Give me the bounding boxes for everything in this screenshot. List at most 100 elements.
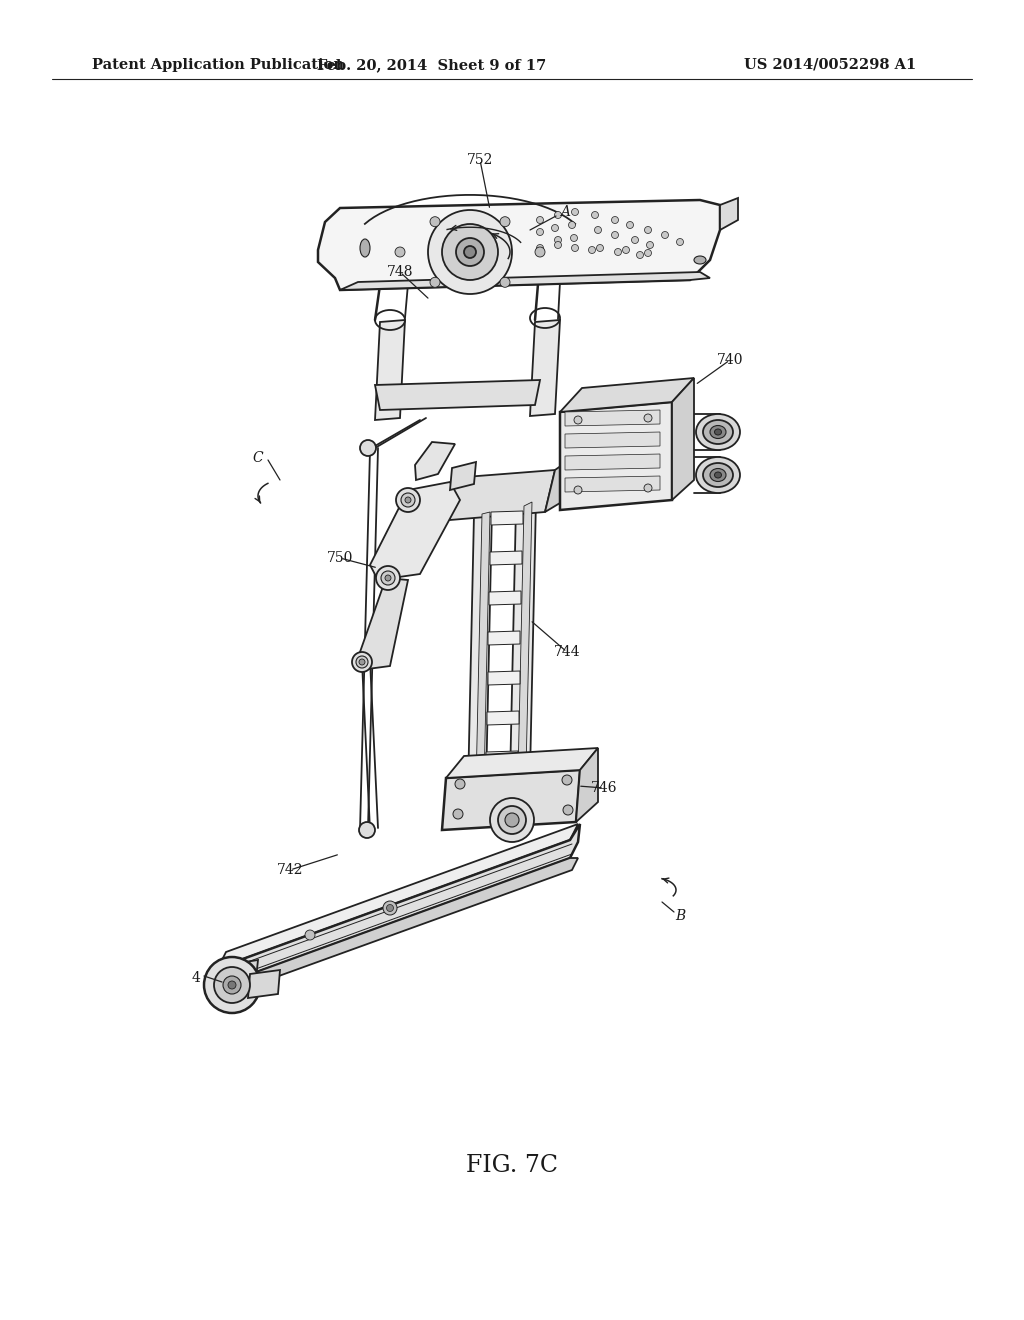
Circle shape [644, 227, 651, 234]
Polygon shape [415, 442, 455, 480]
Polygon shape [560, 403, 672, 510]
Circle shape [677, 239, 683, 246]
Circle shape [552, 224, 558, 231]
Polygon shape [488, 671, 520, 685]
Polygon shape [488, 631, 520, 645]
Circle shape [592, 211, 598, 219]
Polygon shape [545, 458, 572, 512]
Circle shape [428, 210, 512, 294]
Circle shape [359, 659, 365, 665]
Polygon shape [720, 198, 738, 230]
Text: 748: 748 [387, 265, 414, 279]
Polygon shape [672, 378, 694, 500]
Text: 742: 742 [276, 863, 303, 876]
Circle shape [637, 252, 643, 259]
Polygon shape [218, 824, 578, 968]
Ellipse shape [703, 463, 733, 487]
Circle shape [383, 902, 397, 915]
Circle shape [359, 822, 375, 838]
Polygon shape [530, 319, 560, 416]
Circle shape [662, 231, 669, 239]
Circle shape [356, 656, 368, 668]
Circle shape [589, 247, 596, 253]
Text: FIG. 7C: FIG. 7C [466, 1154, 558, 1176]
Circle shape [381, 572, 395, 585]
Polygon shape [442, 770, 580, 830]
Ellipse shape [715, 473, 722, 478]
Circle shape [623, 247, 630, 253]
Ellipse shape [710, 425, 726, 438]
Circle shape [555, 211, 561, 219]
Polygon shape [446, 748, 598, 777]
Text: 740: 740 [717, 352, 743, 367]
Circle shape [500, 216, 510, 227]
Polygon shape [375, 380, 540, 411]
Text: Patent Application Publication: Patent Application Publication [92, 58, 344, 73]
Circle shape [644, 484, 652, 492]
Circle shape [386, 904, 393, 912]
Polygon shape [476, 512, 490, 785]
Ellipse shape [696, 457, 740, 492]
Circle shape [571, 209, 579, 215]
Circle shape [571, 244, 579, 252]
Polygon shape [565, 432, 660, 447]
Polygon shape [450, 462, 476, 490]
Circle shape [537, 244, 544, 252]
Polygon shape [210, 960, 258, 995]
Circle shape [498, 807, 526, 834]
Circle shape [555, 236, 561, 243]
Circle shape [597, 244, 603, 252]
Circle shape [430, 216, 440, 227]
Circle shape [464, 246, 476, 257]
Circle shape [204, 957, 260, 1012]
Circle shape [352, 652, 372, 672]
Polygon shape [565, 454, 660, 470]
Circle shape [490, 799, 534, 842]
Polygon shape [318, 201, 720, 290]
Circle shape [406, 498, 411, 503]
Polygon shape [560, 378, 694, 412]
Polygon shape [450, 470, 555, 520]
Ellipse shape [703, 420, 733, 444]
Circle shape [595, 227, 601, 234]
Circle shape [644, 414, 652, 422]
Circle shape [537, 216, 544, 223]
Circle shape [401, 492, 415, 507]
Circle shape [611, 216, 618, 223]
Polygon shape [468, 510, 492, 789]
Ellipse shape [696, 414, 740, 450]
Polygon shape [218, 824, 580, 986]
Text: B: B [675, 909, 685, 923]
Polygon shape [490, 550, 522, 565]
Circle shape [223, 975, 241, 994]
Ellipse shape [694, 256, 706, 264]
Circle shape [570, 235, 578, 242]
Text: A: A [560, 205, 570, 219]
Circle shape [614, 248, 622, 256]
Polygon shape [510, 500, 536, 780]
Polygon shape [565, 477, 660, 492]
Polygon shape [487, 711, 519, 725]
Polygon shape [490, 511, 523, 525]
Polygon shape [375, 319, 406, 420]
Circle shape [385, 576, 391, 581]
Circle shape [453, 809, 463, 818]
Circle shape [574, 416, 582, 424]
Circle shape [360, 440, 376, 455]
Circle shape [562, 775, 572, 785]
Text: 750: 750 [327, 550, 353, 565]
Polygon shape [565, 411, 660, 426]
Text: US 2014/0052298 A1: US 2014/0052298 A1 [743, 58, 916, 73]
Ellipse shape [360, 239, 370, 257]
Polygon shape [489, 591, 521, 605]
Circle shape [611, 231, 618, 239]
Circle shape [395, 247, 406, 257]
Polygon shape [360, 578, 408, 671]
Circle shape [632, 236, 639, 243]
Circle shape [456, 238, 484, 267]
Circle shape [505, 813, 519, 828]
Polygon shape [218, 858, 578, 998]
Circle shape [376, 566, 400, 590]
Circle shape [305, 931, 315, 940]
Text: 746: 746 [591, 781, 617, 795]
